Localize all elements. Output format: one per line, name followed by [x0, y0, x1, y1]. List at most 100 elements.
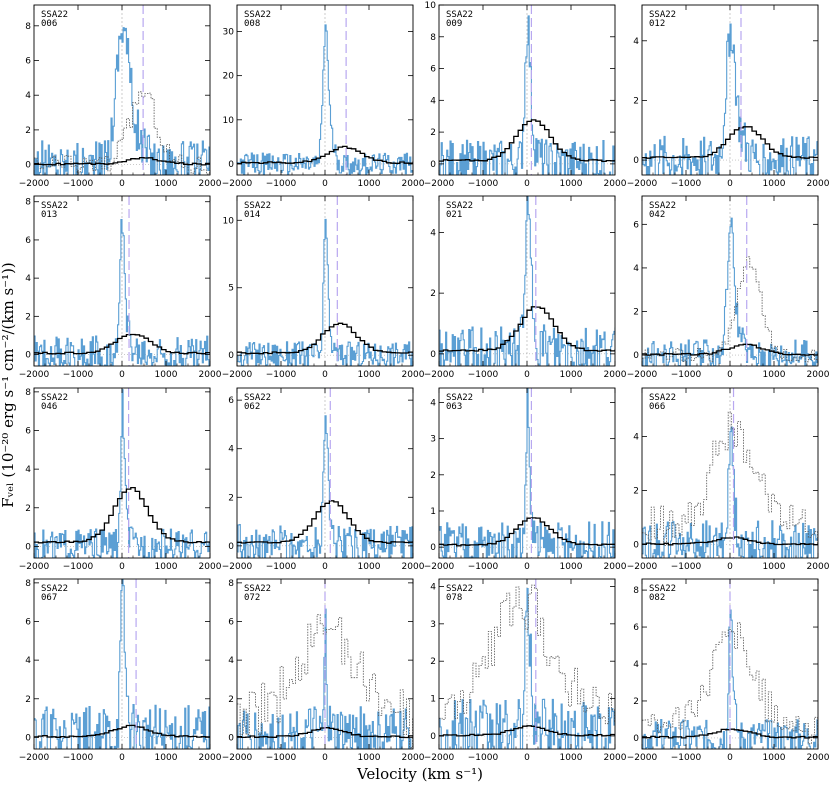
broad-component-line	[642, 343, 818, 356]
x-tick-label: 0	[727, 179, 733, 189]
x-tick-label: 0	[119, 562, 125, 572]
y-tick-label: 0	[228, 542, 234, 552]
x-tick-label: −1000	[266, 562, 297, 572]
plot-area	[439, 579, 615, 749]
x-tick-label: −2000	[19, 179, 50, 189]
y-tick-label: 0	[633, 734, 639, 744]
x-tick-label: −2000	[627, 179, 658, 189]
y-tick-label: 2	[25, 695, 31, 705]
y-tick-label: 2	[228, 695, 234, 705]
x-tick-label: 2000	[402, 179, 425, 189]
lya-spectrum-line	[34, 579, 210, 749]
panel-label: 042	[649, 210, 665, 220]
x-tick-label: 1000	[358, 370, 381, 380]
y-axis-title: Fᵥₑₗ (10⁻²⁰ erg s⁻¹ cm⁻²/(km s⁻¹))	[0, 262, 17, 508]
y-tick-label: 2	[25, 126, 31, 136]
panel-label: SSA22	[649, 393, 676, 403]
y-tick-label: 10	[223, 116, 235, 126]
y-tick-label: 30	[223, 27, 235, 37]
y-tick-label: 4	[25, 274, 31, 284]
x-tick-label: 1000	[155, 562, 178, 572]
x-tick-label: 1000	[763, 179, 786, 189]
x-tick-label: −1000	[671, 753, 702, 763]
y-tick-label: 1	[430, 695, 436, 705]
x-tick-label: −1000	[63, 753, 94, 763]
x-tick-label: 1000	[358, 753, 381, 763]
plot-area	[34, 579, 210, 749]
x-tick-label: −1000	[468, 370, 499, 380]
y-tick-label: 0	[430, 350, 436, 360]
panel-label: SSA22	[41, 584, 68, 594]
panel-label: SSA22	[649, 201, 676, 211]
panel-label: 072	[244, 593, 260, 603]
y-tick-label: 3	[430, 435, 436, 445]
x-tick-label: −1000	[266, 753, 297, 763]
y-tick-label: 0	[228, 733, 234, 743]
y-tick-label: 2	[228, 493, 234, 503]
x-tick-label: −2000	[222, 562, 253, 572]
y-tick-label: 4	[633, 37, 639, 47]
y-tick-label: 4	[633, 433, 639, 443]
panel-label: 013	[41, 210, 57, 220]
y-tick-label: 0	[430, 543, 436, 553]
y-tick-label: 4	[228, 656, 234, 666]
x-tick-label: 0	[119, 370, 125, 380]
y-tick-label: 0	[633, 541, 639, 551]
x-tick-label: 2000	[199, 753, 222, 763]
broad-component-line	[642, 536, 818, 546]
broad-component-line	[439, 306, 615, 352]
broad-component-line	[34, 724, 210, 738]
y-tick-label: 4	[430, 96, 436, 106]
y-tick-label: 8	[25, 198, 31, 208]
panel-label: SSA22	[446, 393, 473, 403]
panel-label: 014	[244, 210, 260, 220]
x-tick-label: 2000	[807, 370, 830, 380]
x-tick-label: 0	[119, 179, 125, 189]
x-tick-label: −1000	[266, 370, 297, 380]
panel-label: 009	[446, 19, 462, 29]
secondary-spectrum-line	[237, 614, 413, 749]
y-tick-label: 2	[25, 504, 31, 514]
y-tick-label: 8	[633, 586, 639, 596]
y-tick-label: 8	[228, 579, 234, 589]
y-tick-label: 8	[25, 579, 31, 589]
panel-label: 078	[446, 593, 462, 603]
x-tick-label: 0	[322, 753, 328, 763]
x-tick-label: 0	[322, 370, 328, 380]
panel-label: 008	[244, 19, 260, 29]
y-tick-label: 4	[228, 445, 234, 455]
broad-component-line	[642, 126, 818, 159]
plot-area	[34, 388, 210, 558]
x-tick-label: 2000	[402, 562, 425, 572]
x-tick-label: −2000	[222, 370, 253, 380]
x-tick-label: 2000	[402, 753, 425, 763]
x-tick-label: −2000	[19, 370, 50, 380]
x-tick-label: 0	[727, 753, 733, 763]
plot-area	[642, 388, 818, 558]
panel-label: 066	[649, 402, 665, 412]
lya-spectrum-line	[439, 388, 615, 558]
x-tick-label: 0	[524, 562, 530, 572]
y-tick-label: 2	[430, 657, 436, 667]
x-tick-label: 2000	[604, 753, 627, 763]
lya-spectrum-line	[439, 196, 615, 366]
x-tick-label: −2000	[627, 753, 658, 763]
x-tick-label: 1000	[763, 753, 786, 763]
x-tick-label: 1000	[155, 753, 178, 763]
x-tick-label: −1000	[468, 562, 499, 572]
broad-component-line	[34, 486, 210, 544]
x-tick-label: 0	[727, 370, 733, 380]
y-tick-label: 4	[430, 582, 436, 592]
plot-area	[439, 196, 615, 366]
x-tick-label: 2000	[604, 370, 627, 380]
x-tick-label: −1000	[63, 562, 94, 572]
y-tick-label: 0	[633, 351, 639, 361]
panel-label: SSA22	[244, 393, 271, 403]
